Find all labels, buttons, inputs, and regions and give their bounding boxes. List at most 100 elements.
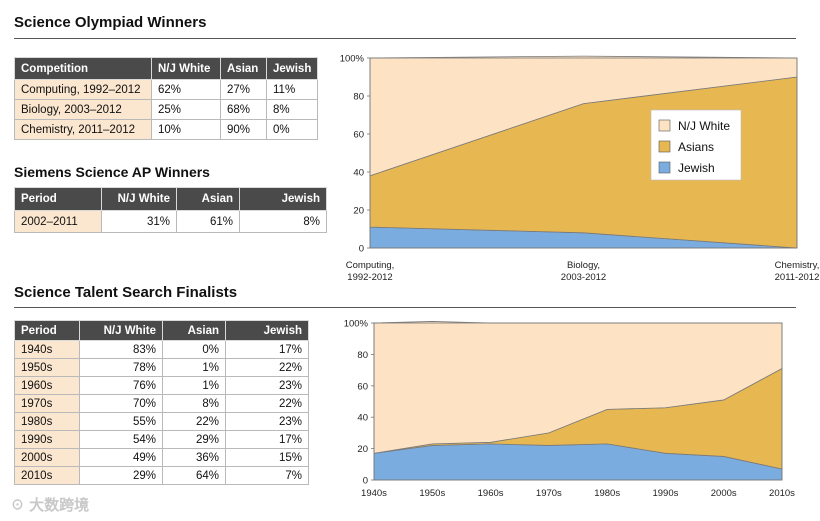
x-tick-label: 2003-2012 bbox=[561, 272, 606, 283]
table-cell: 2000s bbox=[14, 448, 80, 467]
table-cell: 22% bbox=[225, 394, 309, 413]
table-cell: 11% bbox=[265, 79, 319, 100]
x-tick-label: 1970s bbox=[536, 488, 562, 499]
x-tick-label: 1990s bbox=[652, 488, 678, 499]
sts-area-chart: 0 20 40 60 80 100% 1940s 1950s 1960s 1970s 1980s 19… bbox=[344, 319, 796, 500]
table-cell: 15% bbox=[225, 448, 309, 467]
table-row: 2000s 49% 36% 15% bbox=[14, 448, 309, 467]
table-cell: 29% bbox=[79, 466, 163, 485]
table-cell: 49% bbox=[79, 448, 163, 467]
watermark-text: 大数跨境 bbox=[29, 497, 90, 514]
table-cell: Computing, 1992–2012 bbox=[14, 79, 152, 100]
y-tick-label: 20 bbox=[353, 206, 364, 217]
table-cell: 1940s bbox=[14, 340, 80, 359]
column-header: Period bbox=[14, 187, 102, 211]
plot-frame bbox=[373, 322, 783, 481]
table-row: Chemistry, 2011–2012 10% 90% 0% bbox=[14, 119, 319, 140]
table-cell: 23% bbox=[225, 412, 309, 431]
column-header: N/J White bbox=[101, 187, 177, 211]
plot-frame bbox=[369, 57, 798, 249]
table-cell: 22% bbox=[162, 412, 226, 431]
x-tick-label: 1940s bbox=[361, 488, 387, 499]
watermark-logo: ☉ 大数跨境 bbox=[10, 497, 90, 514]
y-tick-label: 80 bbox=[357, 350, 368, 361]
y-tick-label: 40 bbox=[357, 413, 368, 424]
olympiad-divider bbox=[14, 38, 796, 39]
table-cell: 17% bbox=[225, 340, 309, 359]
column-header: N/J White bbox=[151, 57, 221, 80]
table-row: 1950s 78% 1% 22% bbox=[14, 358, 309, 377]
x-tick-label: 2011-2012 bbox=[775, 272, 820, 283]
y-tick-label: 40 bbox=[353, 168, 364, 179]
y-tick-label: 60 bbox=[353, 130, 364, 141]
table-cell: 64% bbox=[162, 466, 226, 485]
table-cell: 17% bbox=[225, 430, 309, 449]
table-cell: 10% bbox=[151, 119, 221, 140]
table-cell: 25% bbox=[151, 99, 221, 120]
table-cell: 78% bbox=[79, 358, 163, 377]
table-row: 1960s 76% 1% 23% bbox=[14, 376, 309, 395]
column-header: Competition bbox=[14, 57, 152, 80]
table-cell: 83% bbox=[79, 340, 163, 359]
table-cell: 22% bbox=[225, 358, 309, 377]
column-header: Period bbox=[14, 320, 80, 341]
olympiad-heading: Science Olympiad Winners bbox=[14, 14, 207, 31]
table-cell: 0% bbox=[162, 340, 226, 359]
table-cell: 2002–2011 bbox=[14, 210, 102, 233]
table-cell: 36% bbox=[162, 448, 226, 467]
table-cell: 2010s bbox=[14, 466, 80, 485]
table-cell: 8% bbox=[239, 210, 327, 233]
column-header: Asian bbox=[220, 57, 267, 80]
legend-label: N/J White bbox=[678, 119, 730, 133]
sts-divider bbox=[14, 307, 796, 308]
x-tick-label: 1980s bbox=[594, 488, 620, 499]
table-row: 2010s 29% 64% 7% bbox=[14, 466, 309, 485]
x-tick-label: Computing, bbox=[346, 260, 395, 271]
table-cell: 1% bbox=[162, 376, 226, 395]
table-cell: 1% bbox=[162, 358, 226, 377]
column-header: Jewish bbox=[225, 320, 309, 341]
siemens-heading: Siemens Science AP Winners bbox=[14, 164, 210, 180]
chart-legend: N/J White Asians Jewish bbox=[650, 109, 742, 181]
legend-swatch bbox=[658, 161, 671, 174]
legend-label: Jewish bbox=[678, 161, 715, 175]
table-cell: 61% bbox=[176, 210, 240, 233]
column-header: Asian bbox=[176, 187, 240, 211]
table-cell: 31% bbox=[101, 210, 177, 233]
table-cell: 8% bbox=[162, 394, 226, 413]
x-tick-label: 2000s bbox=[711, 488, 737, 499]
table-cell: 27% bbox=[220, 79, 267, 100]
x-tick-label: 1950s bbox=[419, 488, 445, 499]
table-cell: 70% bbox=[79, 394, 163, 413]
legend-label: Asians bbox=[678, 140, 714, 154]
table-row: 1980s 55% 22% 23% bbox=[14, 412, 309, 431]
y-tick-label: 0 bbox=[359, 244, 364, 255]
y-tick-label: 100% bbox=[340, 54, 365, 65]
table-cell: 7% bbox=[225, 466, 309, 485]
y-tick-label: 80 bbox=[353, 92, 364, 103]
siemens-table: Period N/J White Asian Jewish 2002–2011 … bbox=[14, 187, 327, 233]
column-header: N/J White bbox=[79, 320, 163, 341]
table-row: Computing, 1992–2012 62% 27% 11% bbox=[14, 79, 319, 100]
table-cell: 1950s bbox=[14, 358, 80, 377]
column-header: Jewish bbox=[239, 187, 327, 211]
table-cell: 0% bbox=[265, 119, 319, 140]
x-tick-label: Chemistry, bbox=[775, 260, 820, 271]
table-cell: Biology, 2003–2012 bbox=[14, 99, 152, 120]
y-tick-label: 100% bbox=[344, 319, 369, 330]
legend-swatch bbox=[658, 119, 671, 132]
table-cell: 29% bbox=[162, 430, 226, 449]
column-header: Jewish bbox=[265, 57, 319, 80]
table-cell: 8% bbox=[265, 99, 319, 120]
table-cell: 1980s bbox=[14, 412, 80, 431]
y-tick-label: 20 bbox=[357, 444, 368, 455]
x-tick-label: 1992-2012 bbox=[347, 272, 392, 283]
y-tick-label: 60 bbox=[357, 381, 368, 392]
legend-swatch bbox=[658, 140, 671, 153]
x-tick-label: 1960s bbox=[478, 488, 504, 499]
sts-heading: Science Talent Search Finalists bbox=[14, 284, 238, 301]
table-row: 2002–2011 31% 61% 8% bbox=[14, 210, 327, 233]
table-row: 1970s 70% 8% 22% bbox=[14, 394, 309, 413]
table-row: 1990s 54% 29% 17% bbox=[14, 430, 309, 449]
table-row: 1940s 83% 0% 17% bbox=[14, 340, 309, 359]
